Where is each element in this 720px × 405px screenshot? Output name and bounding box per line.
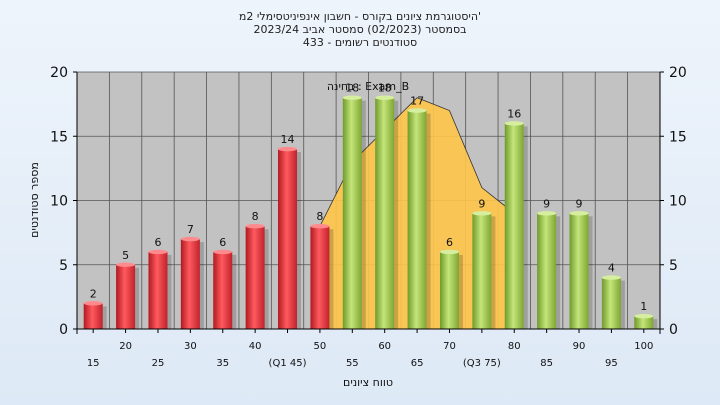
- bar-high: [634, 316, 654, 329]
- legend-exam-label: בחינה : Exam_B: [327, 80, 409, 93]
- chart-title-line-3: סטודנטים רשומים - 433: [302, 36, 418, 49]
- x-tick-label: 50: [314, 341, 327, 352]
- y-tick-label-left: 0: [59, 322, 68, 338]
- bar-cap: [213, 249, 233, 255]
- x-tick-label: 15: [87, 358, 100, 369]
- bar-cap: [116, 262, 136, 267]
- bar-high: [342, 97, 362, 329]
- x-tick-label: (Q1 45): [269, 358, 307, 369]
- bar-value-label: 9: [543, 197, 550, 210]
- bar-high: [472, 213, 492, 329]
- x-tick-label: 70: [443, 341, 456, 352]
- bar-cap: [439, 249, 459, 255]
- bar-high: [601, 277, 621, 329]
- bar-value-label: 2: [90, 287, 97, 300]
- y-tick-label-right: 0: [669, 322, 678, 338]
- bar-cap: [342, 95, 362, 100]
- bar-cap: [245, 224, 265, 229]
- x-tick-label: 100: [634, 341, 653, 352]
- bar-cap: [634, 313, 654, 319]
- bar-value-label: 6: [446, 236, 453, 249]
- bar-value-label: 16: [507, 107, 521, 120]
- x-tick-label: 90: [573, 341, 586, 352]
- bar-value-label: 4: [608, 262, 615, 275]
- bar-cap: [310, 224, 330, 229]
- x-tick-label: (Q3 75): [463, 358, 501, 369]
- y-tick-label-left: 15: [50, 129, 68, 145]
- bar-cap: [472, 211, 492, 216]
- y-tick-label-right: 20: [669, 65, 687, 81]
- x-tick-label: 30: [184, 341, 197, 352]
- bar-value-label: 18: [378, 82, 392, 95]
- bar-cap: [278, 146, 298, 152]
- bar-value-label: 18: [345, 82, 359, 95]
- bar-high: [439, 251, 459, 329]
- bar-low: [278, 149, 298, 329]
- bar-high: [407, 110, 427, 329]
- x-tick-label: 35: [216, 358, 229, 369]
- x-tick-label: 25: [152, 358, 165, 369]
- bar-value-label: 9: [478, 197, 485, 210]
- x-tick-label: 95: [605, 358, 618, 369]
- y-tick-label-left: 20: [50, 65, 68, 81]
- bar-value-label: 14: [281, 133, 295, 146]
- x-tick-label: 65: [411, 358, 424, 369]
- bar-cap: [537, 211, 557, 216]
- bar-low: [116, 264, 136, 329]
- bar-cap: [375, 95, 395, 100]
- y-tick-label-left: 5: [59, 258, 68, 274]
- bar-low: [83, 303, 103, 329]
- x-tick-label: 40: [249, 341, 262, 352]
- chart-title-line-2: בסמסטר (02/2023) סמסטר אביב 2023/24: [253, 23, 467, 36]
- chart-title-line-1: היסטוגרמת ציונים בקורס - חשבון אינפיניטס…: [238, 10, 482, 23]
- bar-value-label: 7: [187, 223, 194, 236]
- y-tick-label-right: 15: [669, 129, 687, 145]
- x-tick-label: 20: [119, 341, 132, 352]
- bar-value-label: 17: [410, 95, 424, 108]
- y-tick-label-right: 5: [669, 258, 678, 274]
- bar-cap: [407, 108, 427, 113]
- bar-low: [148, 251, 168, 329]
- bar-value-label: 6: [219, 236, 226, 249]
- x-tick-label: 60: [378, 341, 391, 352]
- x-tick-label: 80: [508, 341, 521, 352]
- bar-cap: [601, 275, 621, 280]
- bar-cap: [504, 121, 524, 126]
- x-tick-label: 85: [540, 358, 553, 369]
- y-tick-label-left: 10: [50, 194, 68, 210]
- bar-low: [213, 251, 233, 329]
- bar-low: [310, 226, 330, 329]
- bar-value-label: 6: [154, 236, 161, 249]
- bar-cap: [83, 301, 103, 306]
- x-axis-label: טווח ציונים: [343, 376, 393, 389]
- bar-cap: [569, 211, 589, 216]
- x-tick-label: 55: [346, 358, 359, 369]
- bar-value-label: 5: [122, 249, 129, 262]
- bar-value-label: 9: [576, 197, 583, 210]
- bar-high: [375, 97, 395, 329]
- bar-cap: [180, 236, 200, 242]
- bar-value-label: 8: [316, 210, 323, 223]
- y-tick-label-right: 10: [669, 194, 687, 210]
- bar-high: [537, 213, 557, 329]
- bar-low: [245, 226, 265, 329]
- bar-low: [180, 239, 200, 329]
- bar-cap: [148, 249, 168, 255]
- bar-high: [504, 123, 524, 330]
- bar-value-label: 1: [640, 300, 647, 313]
- y-axis-label: מספר סטודנטים: [28, 162, 41, 238]
- bar-high: [569, 213, 589, 329]
- bar-value-label: 8: [252, 210, 259, 223]
